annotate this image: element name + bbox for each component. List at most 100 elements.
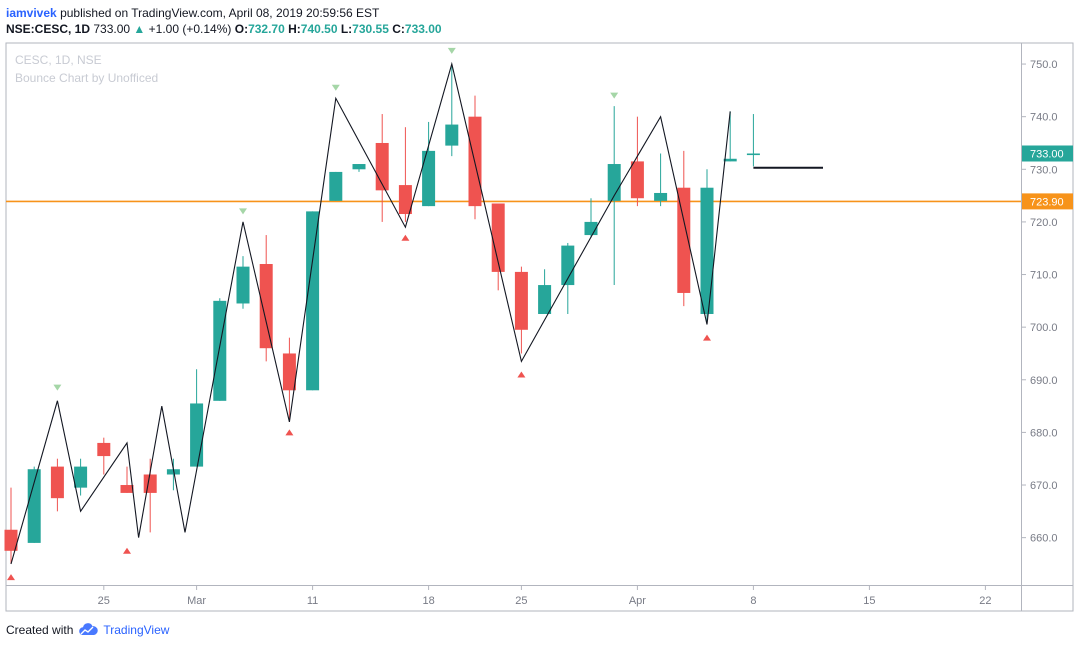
zigzag-line (10, 61, 731, 565)
close-label: C: (392, 22, 405, 36)
candle-up (27, 466, 41, 543)
publish-info: iamvivek published on TradingView.com, A… (6, 5, 379, 21)
price-label-bg (1022, 193, 1073, 210)
candle-up (584, 198, 598, 238)
candle-body (190, 403, 204, 467)
candle-up (654, 153, 668, 207)
x-tick-label: 25 (515, 595, 527, 607)
candle-up (306, 211, 320, 391)
candle-body (120, 485, 134, 493)
x-tick-label: 11 (307, 595, 318, 607)
candle-up (746, 114, 760, 167)
tradingview-cloud-icon (79, 623, 99, 635)
x-tick-label: 22 (979, 595, 991, 607)
candle-body (700, 187, 714, 314)
candle-body (654, 192, 668, 201)
candle-body (746, 153, 760, 156)
candle-up (236, 256, 250, 309)
y-tick-label: 710.0 (1030, 270, 1058, 282)
pivot-high-marker (447, 47, 456, 54)
candle-up (190, 369, 204, 467)
candle-up (538, 269, 552, 314)
candle-body (74, 466, 88, 488)
y-tick-label: 660.0 (1030, 533, 1058, 545)
x-tick-label: 18 (422, 595, 434, 607)
candle-body (259, 264, 273, 349)
candle-body (306, 211, 320, 391)
open-value: 732.70 (248, 22, 285, 36)
candle-body (27, 469, 41, 543)
candle-down (491, 203, 505, 291)
x-tick-label: 8 (750, 595, 756, 607)
candle-body (723, 158, 737, 162)
chart-frame (5, 42, 1074, 612)
candle-body (514, 271, 528, 330)
y-tick-label: 700.0 (1030, 322, 1058, 334)
y-tick-label: 690.0 (1030, 375, 1058, 387)
candle-body (445, 124, 459, 146)
candle-down (120, 466, 134, 493)
price-label-text: 723.90 (1030, 196, 1064, 208)
candle-down (514, 266, 528, 354)
y-tick-label: 740.0 (1030, 112, 1058, 124)
last-price-label: 733.00 (1022, 145, 1073, 162)
candle-up (700, 169, 714, 325)
pivot-high-marker (53, 384, 62, 391)
high-label: H: (288, 22, 301, 36)
open-label: O: (234, 22, 249, 36)
tradingview-link[interactable]: TradingView (103, 623, 170, 637)
support-price-label: 723.90 (1022, 193, 1073, 210)
pivot-high-marker (331, 84, 340, 91)
candle-body (352, 164, 366, 170)
symbol-info: NSE:CESC, 1D 733.00 ▲ +1.00 (+0.14%) O:7… (6, 21, 442, 37)
author-link[interactable]: iamvivek (6, 6, 57, 20)
y-tick-label: 680.0 (1030, 427, 1058, 439)
pivot-high-marker (610, 92, 619, 99)
pivot-low-marker (7, 574, 15, 581)
price-label-text: 733.00 (1030, 149, 1064, 161)
candle-body (282, 353, 296, 391)
candle-body (422, 150, 436, 207)
x-tick-label: Apr (629, 595, 646, 607)
y-tick-label: 730.0 (1030, 164, 1058, 176)
last-price: 733.00 (93, 22, 131, 36)
price-change: +1.00 (+0.14%) (148, 22, 232, 36)
pivot-low-marker (703, 334, 711, 341)
candle-body (4, 529, 18, 551)
pivot-low-marker (123, 547, 131, 554)
pivot-high-marker (239, 208, 247, 215)
candle-body (143, 474, 157, 493)
created-with-text: Created with (6, 623, 74, 637)
candle-up (445, 66, 459, 157)
candle-up (352, 164, 366, 172)
candle-body (329, 171, 343, 201)
candle-down (282, 337, 296, 422)
published-text: published on TradingView.com, April 08, … (60, 6, 380, 20)
candle-down (97, 437, 111, 475)
low-value: 730.55 (352, 22, 389, 36)
pivot-low-marker (285, 429, 294, 436)
pivot-low-marker (401, 234, 410, 241)
candle-up (166, 458, 180, 491)
candle-down (259, 235, 273, 362)
candle-down (50, 458, 64, 512)
low-label: L: (340, 22, 353, 36)
watermark-subtitle: Bounce Chart by Unofficed (15, 71, 158, 85)
candle-body (50, 466, 64, 499)
candle-down (375, 114, 389, 222)
candle-up (422, 121, 436, 207)
candle-up (213, 298, 227, 401)
high-value: 740.50 (300, 22, 338, 36)
candle-body (677, 187, 691, 293)
candle-body (236, 266, 250, 304)
close-value: 733.00 (404, 22, 442, 36)
candle-body (561, 245, 575, 286)
candle-body (97, 442, 111, 457)
y-tick-label: 750.0 (1030, 59, 1058, 71)
pivot-low-marker (517, 371, 526, 378)
x-tick-label: Mar (187, 595, 206, 607)
candle-body (491, 203, 505, 272)
footer: Created with TradingView (6, 622, 169, 638)
